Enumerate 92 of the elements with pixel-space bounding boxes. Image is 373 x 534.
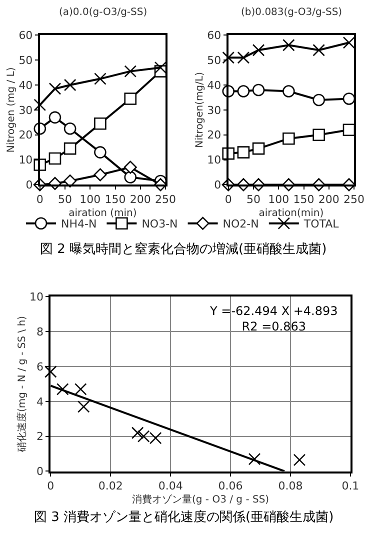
point: [56, 383, 69, 396]
y-axis-title: 硝化速度(mg - N / g - SS \ h): [16, 316, 28, 454]
y-tick-label: 40: [18, 78, 33, 92]
point: [252, 44, 265, 56]
y-axis-title: Nitrogen (mg / L): [6, 67, 18, 153]
annotation: Y =-62.494 X +4.893 R2 =0.863: [209, 304, 338, 334]
chart-title: (b)0.083(g-O3/g-SS): [241, 7, 342, 18]
point: [44, 366, 57, 378]
point: [48, 152, 62, 165]
point: [282, 132, 295, 145]
x-tick-label: 0: [47, 479, 54, 492]
y-tick-label: 8: [36, 325, 44, 338]
point: [252, 142, 265, 155]
y-tick-label: 60: [18, 29, 33, 42]
point: [64, 174, 77, 188]
point: [94, 117, 106, 130]
point: [94, 72, 106, 85]
chart-title: (a)0.0(g-O3/g-SS): [59, 7, 148, 18]
y-tick-label: 0: [26, 178, 33, 192]
point: [342, 92, 356, 105]
point: [64, 122, 76, 135]
y-tick-label: 10: [207, 154, 222, 167]
y-tick-label: 6: [36, 360, 44, 374]
point: [48, 111, 62, 124]
x-tick-label: 100: [80, 192, 101, 206]
x-tick-label: 0: [224, 192, 232, 206]
point: [252, 84, 265, 96]
caption: 図 3 消費オゾン量と硝化速度の関係(亜硝酸生成菌): [34, 509, 334, 525]
point: [237, 51, 250, 64]
point: [312, 44, 325, 56]
point: [94, 168, 107, 182]
x-tick-label: 0.04: [158, 479, 183, 492]
y-tick-label: 10: [29, 290, 44, 304]
point: [94, 146, 106, 158]
point: [64, 78, 76, 92]
point: [312, 128, 325, 142]
y-tick-label: 10: [18, 154, 33, 167]
point: [282, 85, 295, 98]
y-tick-label: 50: [207, 54, 222, 67]
point: [154, 61, 167, 74]
x-axis-title: 消費オゾン量(g - O3 / g - SS): [132, 493, 270, 506]
point: [74, 383, 87, 396]
x-tick-label: 100: [268, 192, 290, 206]
point: [237, 146, 250, 158]
legend-label: NO2-N: [222, 218, 259, 231]
point: [124, 65, 137, 78]
point: [248, 452, 261, 466]
y-tick-label: 30: [207, 104, 222, 117]
legend-label: NO3-N: [142, 218, 178, 231]
x-tick-label: 0.02: [98, 479, 123, 492]
point: [48, 82, 62, 95]
point: [222, 51, 235, 64]
x-tick-label: 200: [318, 192, 340, 206]
x-tick-label: 150: [104, 192, 126, 206]
y-tick-label: 50: [18, 54, 33, 67]
y-tick-label: 0: [214, 178, 222, 192]
point: [34, 98, 46, 112]
legend-label: TOTAL: [302, 218, 340, 231]
legend-label: NH4-N: [61, 218, 97, 231]
y-axis-title: Nitrogen(mg/L): [194, 72, 206, 148]
point: [124, 92, 137, 105]
y-tick-label: 20: [207, 128, 222, 142]
point: [64, 142, 76, 155]
point: [77, 400, 90, 413]
y-tick-label: 4: [36, 395, 44, 408]
point: [237, 85, 250, 98]
caption: 図 2 曝気時間と窒素化合物の増減(亜硝酸生成菌): [40, 241, 327, 257]
y-tick-label: 0: [36, 465, 44, 478]
x-tick-label: 250: [344, 192, 365, 206]
point: [342, 36, 356, 49]
x-tick-label: 150: [293, 192, 314, 206]
x-tick-label: 250: [155, 192, 176, 206]
y-tick-label: 60: [207, 29, 222, 42]
x-tick-label: 50: [58, 192, 72, 206]
point: [124, 171, 137, 184]
x-axis-title: airation(min): [258, 208, 324, 219]
point: [312, 94, 325, 106]
y-tick-label: 30: [18, 104, 33, 117]
point: [124, 160, 137, 174]
y-tick-label: 40: [207, 78, 222, 92]
x-tick-label: 0.1: [342, 479, 360, 492]
x-tick-label: 50: [246, 192, 261, 206]
y-tick-label: 2: [36, 430, 44, 444]
point: [293, 454, 306, 466]
x-tick-label: 0.08: [278, 479, 303, 492]
point: [131, 426, 144, 440]
point: [342, 124, 356, 136]
x-tick-label: 200: [130, 192, 151, 206]
x-axis-title: airation (min): [68, 208, 137, 219]
point: [282, 38, 295, 52]
x-tick-label: 0.06: [218, 479, 243, 492]
y-tick-label: 20: [18, 128, 33, 142]
